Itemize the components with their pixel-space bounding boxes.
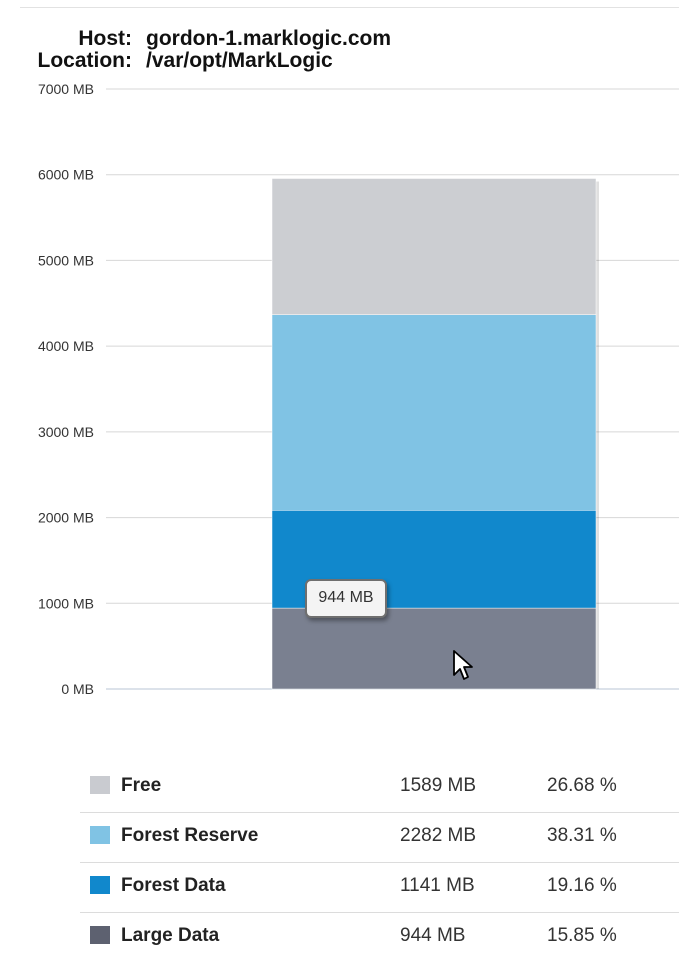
legend-row-forest-reserve: Forest Reserve 2282 MB 38.31 % — [80, 813, 679, 863]
host-label: Host: — [78, 27, 132, 50]
legend-swatch — [90, 826, 110, 844]
legend-row-forest-data: Forest Data 1141 MB 19.16 % — [80, 863, 679, 913]
legend-name: Forest Reserve — [121, 825, 259, 846]
legend-table: Free 1589 MB 26.68 % Forest Reserve 2282… — [80, 763, 679, 962]
bar-tooltip: 944 MB — [305, 579, 387, 618]
y-tick-label: 7000 MB — [38, 81, 94, 97]
top-divider — [20, 7, 679, 8]
legend-swatch — [90, 926, 110, 944]
location-value: /var/opt/MarkLogic — [146, 49, 333, 72]
host-value: gordon-1.marklogic.com — [146, 27, 392, 50]
location-label: Location: — [37, 49, 133, 72]
legend-percent: 19.16 % — [547, 875, 617, 896]
legend-value: 1589 MB — [400, 775, 477, 796]
y-tick-label: 6000 MB — [38, 167, 94, 183]
bar-segment-forest-reserve — [271, 314, 597, 511]
y-tick-label: 1000 MB — [38, 595, 94, 611]
y-tick-label: 4000 MB — [38, 338, 94, 354]
legend-row-large-data: Large Data 944 MB 15.85 % — [80, 913, 679, 962]
y-tick-label: 0 MB — [61, 681, 94, 697]
bar-segment-free — [271, 178, 597, 315]
legend-name: Forest Data — [121, 875, 226, 896]
bar-segment-large-data — [271, 607, 597, 690]
y-tick-label: 5000 MB — [38, 252, 94, 268]
y-tick-label: 3000 MB — [38, 424, 94, 440]
legend-value: 1141 MB — [400, 875, 475, 896]
legend-value: 2282 MB — [400, 825, 477, 846]
legend-swatch — [90, 876, 110, 894]
legend-value: 944 MB — [400, 925, 466, 946]
legend-percent: 26.68 % — [547, 775, 617, 796]
legend-name: Free — [121, 775, 162, 796]
mouse-cursor-icon — [453, 650, 473, 680]
legend-name: Large Data — [121, 925, 220, 946]
y-tick-label: 2000 MB — [38, 510, 94, 526]
stacked-bar-chart: 0 MB 1000 MB 2000 MB 3000 MB 4000 MB 5000 MB 6… — [38, 81, 679, 697]
legend-percent: 38.31 % — [547, 825, 617, 846]
legend-swatch — [90, 776, 110, 794]
legend-row-free: Free 1589 MB 26.68 % — [80, 763, 679, 813]
legend-percent: 15.85 % — [547, 925, 617, 946]
